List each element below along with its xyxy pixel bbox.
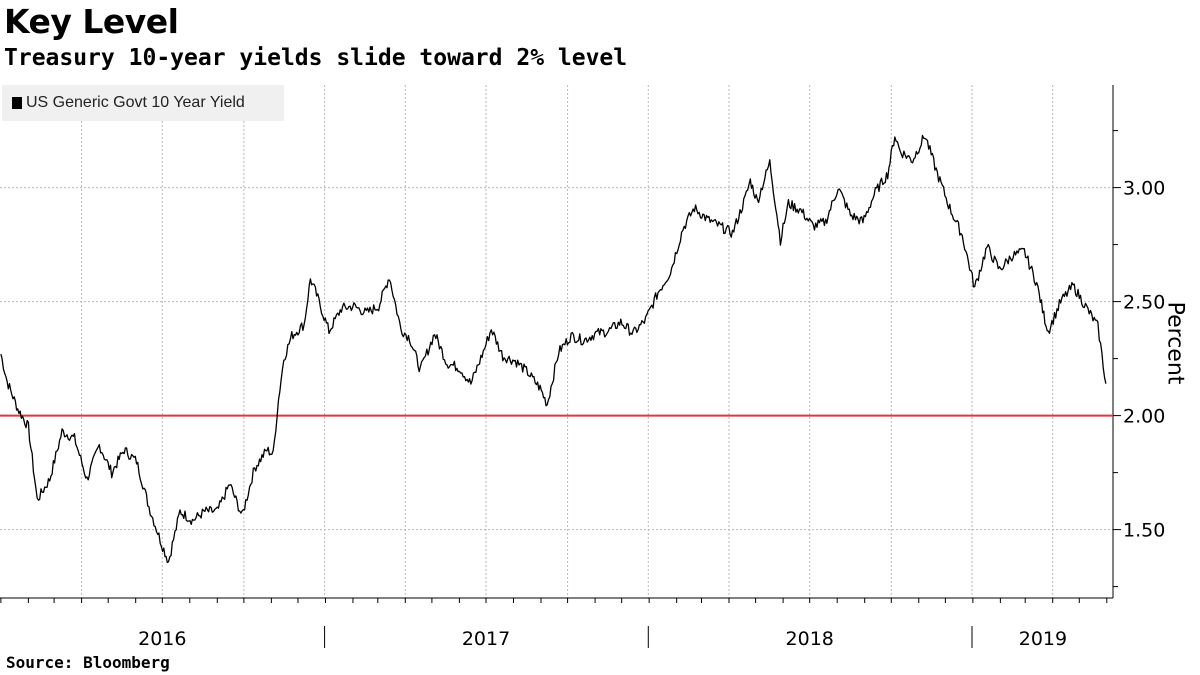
x-tick-label: 2019	[1019, 628, 1067, 650]
x-tick-labels: 2016 2017 2018 2019	[138, 628, 1067, 650]
y-tick-label: 3.00	[1123, 178, 1165, 200]
series-line	[0, 134, 1107, 564]
x-tick-label: 2018	[786, 628, 834, 650]
axes	[0, 85, 1121, 648]
source-note: Source: Bloomberg	[6, 653, 170, 672]
grid-lines	[0, 85, 1113, 598]
x-tick-label: 2017	[462, 628, 510, 650]
x-tick-label: 2016	[138, 628, 186, 650]
legend: US Generic Govt 10 Year Yield	[2, 85, 284, 121]
y-tick-labels: 3.00 2.50 2.00 1.50	[1123, 178, 1165, 542]
y-axis-label: Percent	[1162, 301, 1188, 385]
y-tick-label: 2.50	[1123, 292, 1165, 314]
series-group	[0, 134, 1107, 564]
y-tick-label: 1.50	[1123, 520, 1165, 542]
y-tick-label: 2.00	[1123, 406, 1165, 428]
chart-title: Key Level	[4, 2, 179, 41]
legend-swatch	[12, 97, 22, 109]
legend-label: US Generic Govt 10 Year Yield	[26, 94, 245, 111]
chart-subtitle: Treasury 10-year yields slide toward 2% …	[4, 45, 628, 71]
